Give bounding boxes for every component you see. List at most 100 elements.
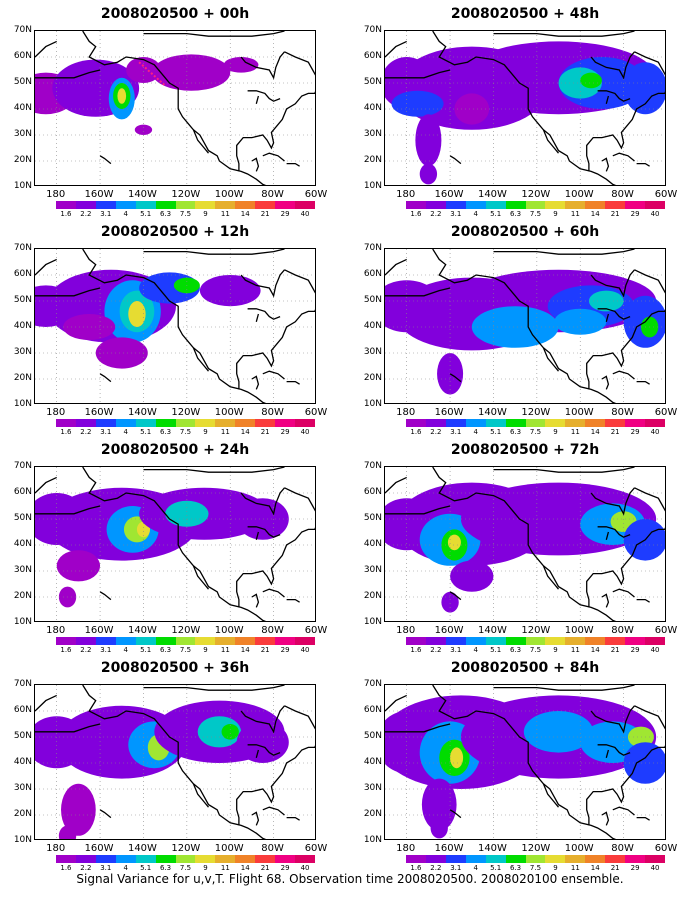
- latitude-label: 60N: [13, 51, 32, 61]
- colorbar-label: 29: [280, 864, 290, 872]
- colorbar-label: 5.1: [490, 864, 502, 872]
- variance-contour: [623, 62, 665, 115]
- colorbar-label: 4: [123, 864, 128, 872]
- colorbar-swatch: [585, 201, 606, 209]
- latitude-label: 50N: [363, 77, 382, 87]
- colorbar-swatch: [175, 419, 196, 427]
- colorbar-label: 3.1: [100, 864, 112, 872]
- map-canvas: [35, 249, 315, 403]
- coastline: [601, 811, 610, 826]
- longitude-label: 120W: [171, 407, 201, 418]
- coastline: [586, 745, 665, 826]
- latitude-label: 70N: [13, 461, 32, 471]
- coastline: [255, 95, 260, 104]
- latitude-label: 40N: [363, 539, 382, 549]
- map-canvas: [385, 249, 665, 403]
- colorbar-label: 9: [203, 210, 208, 218]
- coastline: [449, 155, 462, 165]
- colorbar-label: 1.6: [410, 646, 422, 654]
- coastline: [192, 783, 210, 808]
- coastline: [493, 31, 635, 37]
- colorbar-label: 1.6: [60, 646, 72, 654]
- map-panel: 2008020500 + 48h 70N 60N 50N 40N 30N 20N 10N 180…: [350, 0, 700, 218]
- colorbar-label: 4: [473, 428, 478, 436]
- coastline: [35, 694, 57, 712]
- colorbar-label: 14: [240, 646, 250, 654]
- coastline: [251, 375, 260, 390]
- panel-title: 2008020500 + 00h: [100, 6, 250, 22]
- coastline: [262, 588, 285, 598]
- latitude-label: 30N: [363, 565, 382, 575]
- colorbar-swatch: [135, 201, 156, 209]
- coastline: [601, 593, 610, 608]
- colorbar-label: 1.6: [60, 428, 72, 436]
- colorbar-label: 29: [280, 646, 290, 654]
- colorbar-swatch: [545, 201, 566, 209]
- colorbar-swatch: [465, 419, 486, 427]
- colorbar-swatch: [625, 419, 646, 427]
- coastline: [601, 375, 610, 390]
- colorbar-label: 2.2: [430, 864, 442, 872]
- longitude-label: 140W: [127, 189, 157, 200]
- longitude-label: 100W: [214, 843, 244, 854]
- colorbar-label: 40: [650, 864, 660, 872]
- variance-map: [384, 30, 666, 186]
- coastline: [236, 745, 315, 826]
- colorbar-label: 21: [260, 864, 270, 872]
- longitude-label: 180: [396, 843, 416, 854]
- colorbar-swatch: [565, 419, 586, 427]
- latitude-label: 30N: [363, 783, 382, 793]
- latitude-label: 50N: [13, 731, 32, 741]
- coastline: [634, 269, 665, 294]
- coastline: [143, 685, 285, 691]
- latitude-label: 70N: [13, 243, 32, 253]
- latitude-label: 20N: [13, 591, 32, 601]
- colorbar-label: 7.5: [529, 646, 542, 654]
- longitude-label: 120W: [171, 843, 201, 854]
- longitude-label: 100W: [214, 625, 244, 636]
- colorbar-label: 3.1: [100, 646, 112, 654]
- colorbar-swatch: [275, 201, 296, 209]
- colorbar-swatch: [135, 419, 156, 427]
- colorbar-label: 7.5: [179, 864, 192, 872]
- latitude-label: 50N: [13, 295, 32, 305]
- variance-contour: [117, 88, 127, 104]
- coastline: [143, 249, 285, 255]
- coastline: [286, 380, 300, 385]
- coastline: [286, 598, 300, 603]
- colorbar-label: 7.5: [529, 210, 542, 218]
- colorbar-swatch: [505, 201, 526, 209]
- colorbar-label: 11: [570, 428, 580, 436]
- coastline: [251, 593, 260, 608]
- latitude-label: 40N: [363, 321, 382, 331]
- variance-contour: [450, 747, 464, 769]
- map-canvas: [385, 467, 665, 621]
- colorbar-label: 4: [123, 428, 128, 436]
- coastline: [449, 373, 462, 383]
- colorbar-label: 6.3: [509, 428, 522, 436]
- map-panel: 2008020500 + 36h 70N 60N 50N 40N 30N 20N 10N 180…: [0, 654, 350, 872]
- colorbar-label: 2.2: [430, 646, 442, 654]
- colorbar-label: 14: [590, 210, 600, 218]
- variance-contour: [441, 591, 459, 613]
- latitude-label: 30N: [363, 129, 382, 139]
- colorbar-label: 9: [553, 864, 558, 872]
- colorbar-label: 11: [220, 428, 230, 436]
- colorbar-swatch: [565, 637, 586, 645]
- colorbar-swatch: [625, 637, 646, 645]
- variance-contour: [523, 711, 594, 753]
- coastline: [143, 467, 285, 473]
- coastline: [590, 487, 635, 516]
- panel-title: 2008020500 + 72h: [450, 442, 600, 458]
- colorbar-swatch: [235, 637, 256, 645]
- colorbar-label: 6.3: [159, 646, 172, 654]
- colorbar: [406, 419, 665, 427]
- colorbar-swatch: [115, 419, 136, 427]
- coastline: [636, 380, 650, 385]
- latitude-label: 50N: [363, 295, 382, 305]
- colorbar-label: 2.2: [430, 210, 442, 218]
- variance-contour: [430, 817, 448, 839]
- latitude-label: 30N: [13, 565, 32, 575]
- variance-contour: [391, 90, 444, 117]
- colorbar-swatch: [645, 637, 665, 645]
